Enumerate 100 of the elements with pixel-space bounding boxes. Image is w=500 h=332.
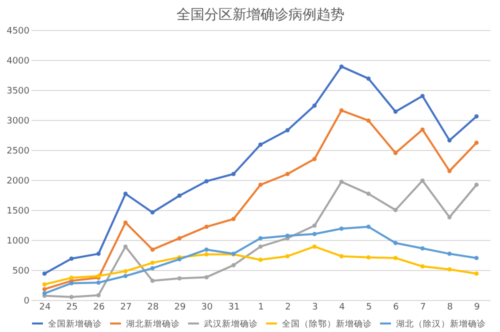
point (312, 156, 317, 162)
point (393, 256, 398, 260)
x-tick-label: 1 (258, 302, 264, 312)
legend-label: 湖北新增确诊 (126, 318, 180, 330)
point (420, 94, 425, 98)
point (393, 150, 398, 156)
x-tick-label: 7 (420, 302, 426, 312)
x-tick-label: 6 (393, 302, 400, 312)
point (123, 192, 128, 196)
point (258, 258, 263, 262)
y-tick-label: 1000 (6, 236, 30, 246)
point (366, 76, 371, 81)
point (312, 232, 317, 236)
point (339, 226, 344, 231)
point (285, 234, 290, 238)
point (393, 109, 398, 114)
point (96, 293, 101, 298)
legend-label: 武汉新增确诊 (204, 318, 258, 330)
point (339, 254, 344, 258)
x-tick-label: 2 (285, 302, 291, 312)
point (447, 215, 452, 220)
y-tick-label: 4500 (6, 26, 30, 36)
x-tick-label: 4 (339, 302, 346, 312)
chart-title: 全国分区新增确诊病例趋势 (176, 7, 344, 23)
point (366, 192, 371, 196)
point (177, 193, 182, 198)
legend-label: 湖北（除汉）新增确诊 (396, 318, 486, 330)
point (123, 244, 128, 249)
point (420, 178, 425, 183)
point (177, 236, 182, 240)
point (420, 246, 425, 251)
point (123, 269, 128, 274)
x-tick-label: 24 (39, 302, 51, 312)
point (150, 247, 155, 252)
point (474, 182, 479, 187)
point (366, 224, 371, 229)
y-tick-label: 3500 (6, 86, 30, 96)
point (366, 118, 371, 123)
y-tick-label: 4000 (6, 56, 30, 66)
point (231, 172, 236, 176)
point (69, 281, 74, 286)
point (69, 276, 74, 280)
point (285, 128, 290, 132)
point (204, 179, 209, 184)
y-tick-label: 2500 (6, 146, 30, 156)
point (312, 103, 317, 108)
point (447, 138, 452, 143)
legend-label: 全国（除鄂）新增确诊 (282, 318, 372, 330)
x-tick-label: 28 (147, 302, 159, 312)
point (69, 256, 74, 261)
point (150, 266, 155, 270)
point (69, 294, 74, 300)
point (474, 256, 479, 260)
x-tick-label: 8 (447, 302, 454, 312)
point (339, 64, 344, 69)
point (285, 254, 290, 258)
point (420, 127, 425, 132)
point (393, 208, 398, 212)
point (474, 271, 479, 276)
y-tick-label: 1500 (6, 206, 30, 216)
point (339, 108, 344, 113)
point (177, 276, 182, 281)
point (150, 210, 155, 215)
point (312, 244, 317, 249)
point (96, 280, 101, 285)
point (150, 278, 155, 283)
y-tick-label: 2000 (6, 176, 30, 186)
point (420, 264, 425, 269)
legend-label: 全国新增确诊 (48, 318, 102, 330)
point (258, 142, 263, 147)
point (258, 182, 263, 187)
point (204, 224, 209, 229)
point (447, 168, 452, 174)
point (366, 255, 371, 260)
y-tick-label: 0 (24, 296, 30, 306)
x-tick-label: 25 (66, 302, 78, 312)
point (42, 291, 47, 296)
x-tick-label: 5 (366, 302, 372, 312)
point (447, 267, 452, 272)
x-tick-label: 27 (120, 302, 132, 312)
point (474, 140, 479, 145)
point (150, 260, 155, 265)
point (258, 244, 263, 249)
point (123, 220, 128, 225)
point (474, 114, 479, 119)
point (123, 274, 128, 278)
point (258, 236, 263, 240)
point (231, 263, 236, 268)
point (447, 252, 452, 256)
x-tick-label: 3 (312, 302, 318, 312)
x-tick-label: 26 (93, 302, 105, 312)
y-tick-label: 3000 (6, 116, 30, 126)
point (42, 282, 47, 287)
point (42, 287, 47, 292)
point (312, 223, 317, 228)
x-tick-label: 29 (174, 302, 186, 312)
point (96, 252, 101, 256)
point (204, 252, 209, 257)
x-tick-label: 31 (228, 302, 240, 312)
y-tick-label: 500 (12, 266, 30, 276)
